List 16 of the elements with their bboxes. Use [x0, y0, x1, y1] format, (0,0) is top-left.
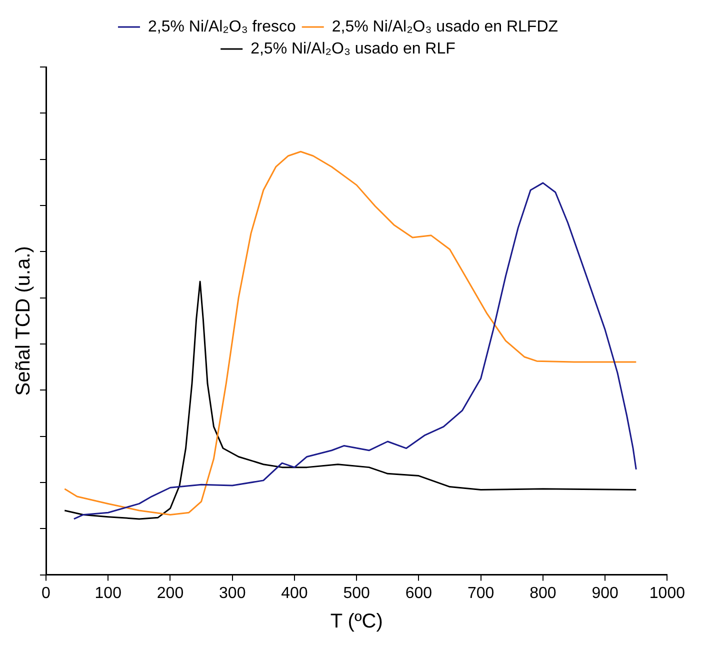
x-tick-label: 800: [530, 584, 556, 602]
y-axis-title: Señal TCD (u.a.): [12, 246, 35, 396]
x-tick-label: 900: [592, 584, 619, 602]
x-tick-label: 700: [467, 584, 494, 602]
x-tick-label: 200: [156, 584, 184, 602]
legend-label: 2,5% Ni/Al₂O₃ usado en RLFDZ: [332, 18, 558, 36]
legend-label: 2,5% Ni/Al₂O₃ usado en RLF: [250, 40, 456, 58]
x-tick-label: 1000: [649, 584, 686, 602]
x-axis-title: T (ºC): [330, 610, 383, 633]
x-tick-label: 600: [405, 584, 432, 602]
x-tick-label: 300: [219, 584, 246, 602]
x-tick-label: 0: [42, 584, 51, 602]
x-tick-label: 100: [94, 584, 122, 602]
x-tick-label: 400: [281, 584, 308, 602]
legend-label: 2,5% Ni/Al₂O₃ fresco: [148, 18, 296, 36]
x-tick-label: 500: [343, 584, 370, 602]
